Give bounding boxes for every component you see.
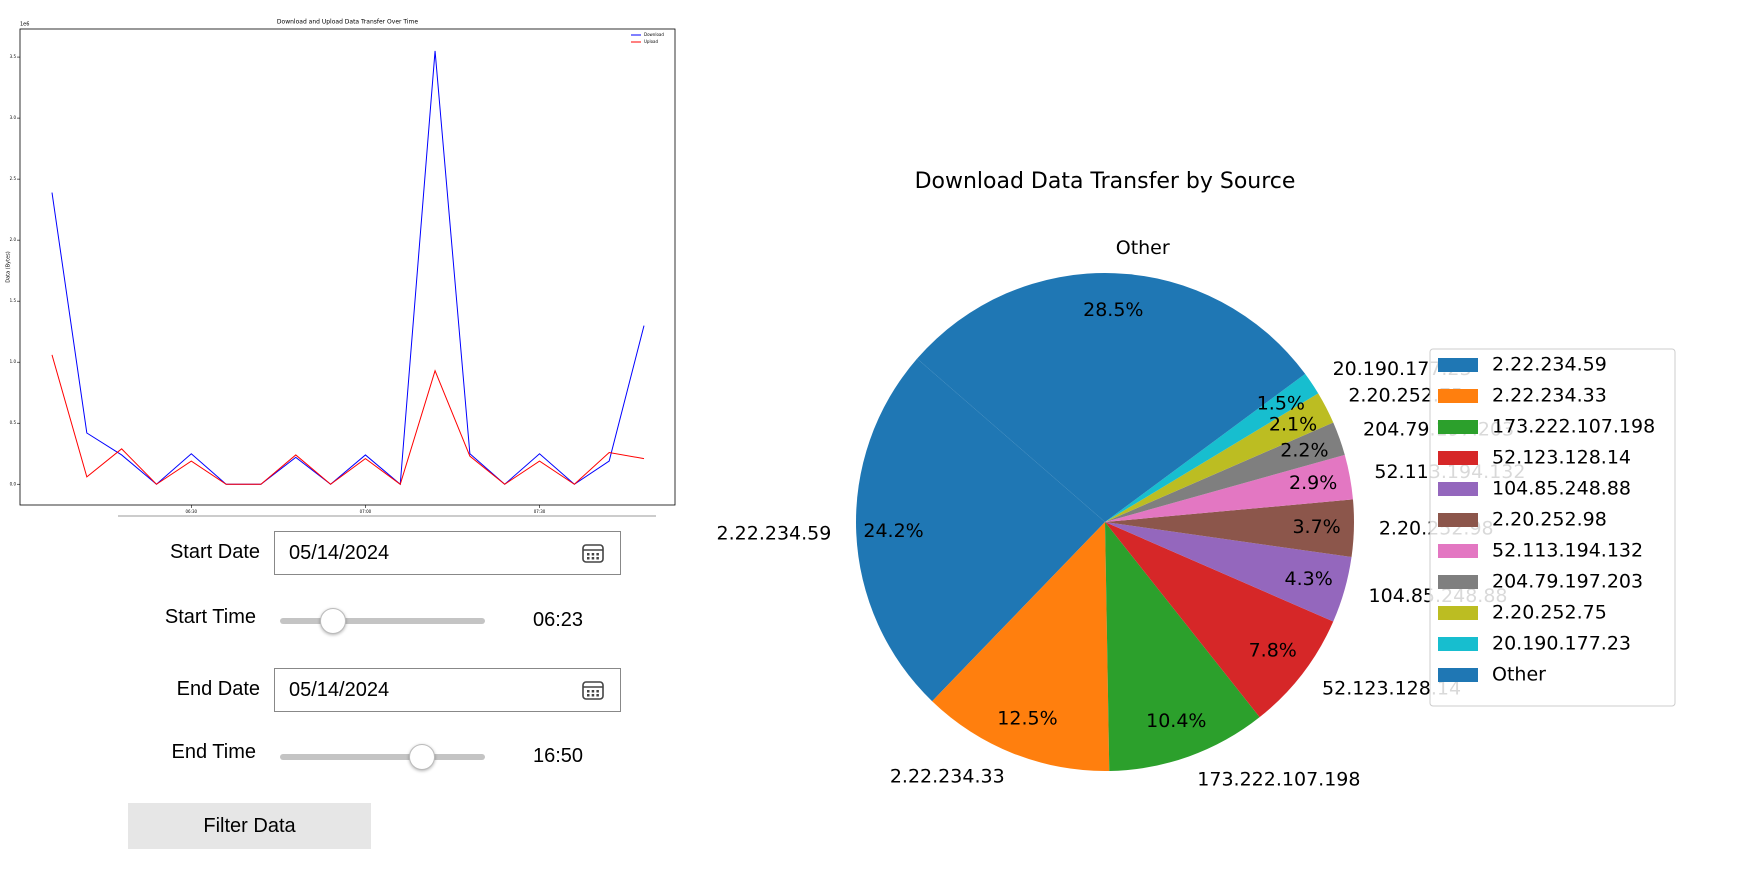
- end-time-label: End Time: [171, 741, 256, 763]
- pie-outer-label: 52.123.128.14: [1322, 678, 1461, 700]
- pie-wedge: [1105, 522, 1352, 622]
- legend-swatch: [1438, 637, 1478, 651]
- pie-percent-label: 12.5%: [997, 707, 1057, 729]
- pie-outer-label: 2.22.234.33: [890, 765, 1005, 787]
- start-date-label: Start Date: [169, 541, 260, 563]
- pie-percent-label: 2.9%: [1289, 472, 1337, 494]
- pie-outer-label: 2.22.234.59: [717, 523, 832, 545]
- y-tick-label: 1.0: [10, 359, 17, 364]
- end-time-track[interactable]: [280, 754, 485, 760]
- pie-wedge: [932, 522, 1110, 771]
- offset-label: 1e6: [20, 22, 29, 28]
- legend-swatch: [1438, 358, 1478, 372]
- legend-label: 2.20.252.98: [1492, 509, 1607, 531]
- y-axis-label: Data (Bytes): [6, 251, 12, 283]
- legend-label: 20.190.177.23: [1492, 633, 1631, 655]
- data-line: [51, 354, 645, 486]
- calendar-icon[interactable]: [582, 543, 604, 563]
- chart-title: Download Data Transfer by Source: [915, 169, 1296, 194]
- x-tick-label: 06:30: [186, 509, 198, 514]
- x-tick-label: 07:00: [360, 509, 372, 514]
- legend-swatch: [1438, 575, 1478, 589]
- pie-outer-label: Other: [1116, 237, 1170, 259]
- pie-percent-label: 2.2%: [1280, 440, 1328, 462]
- start-date-input[interactable]: 05/14/2024: [274, 531, 621, 575]
- pie-percent-label: 28.5%: [1083, 299, 1143, 321]
- pie-wedge: [1105, 522, 1260, 771]
- legend-label: 2.22.234.59: [1492, 354, 1607, 376]
- calendar-icon[interactable]: [582, 680, 604, 700]
- legend-swatch: [1438, 420, 1478, 434]
- legend-label: Upload: [644, 39, 658, 44]
- y-tick-label: 1.5: [10, 298, 17, 303]
- legend-label: 204.79.197.203: [1492, 571, 1643, 593]
- pie-wedge: [1105, 499, 1354, 558]
- legend-label: 2.22.234.33: [1492, 385, 1607, 407]
- y-tick-label: 3.0: [10, 115, 17, 120]
- pie-wedge: [856, 358, 1105, 702]
- pie-outer-label: 173.222.107.198: [1197, 768, 1360, 790]
- chart-title: Download and Upload Data Transfer Over T…: [277, 19, 418, 26]
- data-line: [51, 50, 645, 486]
- y-tick-label: 0.5: [10, 420, 17, 425]
- legend-label: Download: [644, 32, 664, 37]
- pie-wedge: [1105, 393, 1334, 522]
- pie-wedge: [1105, 422, 1345, 522]
- pie-percent-label: 4.3%: [1284, 568, 1332, 590]
- pie-percent-label: 7.8%: [1249, 640, 1297, 662]
- legend-swatch: [1438, 606, 1478, 620]
- y-tick-label: 2.5: [10, 176, 17, 181]
- start-time-value: 06:23: [533, 609, 584, 631]
- legend-swatch: [1438, 451, 1478, 465]
- legend-box: [1429, 348, 1676, 707]
- pie-percent-label: 2.1%: [1269, 413, 1317, 435]
- pie-percent-label: 1.5%: [1257, 393, 1305, 415]
- legend-swatch: [1438, 513, 1478, 527]
- pie-wedge: [1105, 522, 1334, 718]
- pie-wedge: [1105, 373, 1319, 522]
- end-date-label: End Date: [176, 678, 260, 700]
- legend-swatch: [1438, 389, 1478, 403]
- start-time-track[interactable]: [280, 618, 485, 624]
- legend-label: 52.113.194.132: [1492, 540, 1643, 562]
- pie-wedge: [917, 272, 1306, 522]
- legend-label: 52.123.128.14: [1492, 447, 1631, 469]
- y-tick-label: 0.0: [10, 481, 17, 486]
- pie-wedge: [1105, 454, 1353, 522]
- y-tick-label: 3.5: [10, 54, 17, 59]
- legend-label: 104.85.248.88: [1492, 478, 1631, 500]
- filter-button[interactable]: Filter Data: [128, 803, 371, 849]
- pie-percent-label: 24.2%: [863, 520, 923, 542]
- end-date-input[interactable]: 05/14/2024: [274, 668, 621, 712]
- legend-swatch: [1438, 668, 1478, 682]
- start-time-label: Start Time: [164, 606, 256, 628]
- pie-percent-label: 3.7%: [1292, 516, 1340, 538]
- legend-label: Other: [1492, 664, 1546, 686]
- legend-swatch: [1438, 482, 1478, 496]
- y-tick-label: 2.0: [10, 237, 17, 242]
- end-date-value: 05/14/2024: [289, 679, 390, 701]
- legend-label: 173.222.107.198: [1492, 416, 1655, 438]
- legend-swatch: [1438, 544, 1478, 558]
- legend-label: 2.20.252.75: [1492, 602, 1607, 624]
- plot-frame: [19, 28, 676, 506]
- end-time-thumb[interactable]: [409, 744, 435, 770]
- start-time-thumb[interactable]: [320, 608, 346, 634]
- start-date-value: 05/14/2024: [289, 542, 390, 564]
- pie-percent-label: 10.4%: [1146, 710, 1206, 732]
- x-tick-label: 07:30: [534, 509, 546, 514]
- end-time-value: 16:50: [533, 745, 584, 767]
